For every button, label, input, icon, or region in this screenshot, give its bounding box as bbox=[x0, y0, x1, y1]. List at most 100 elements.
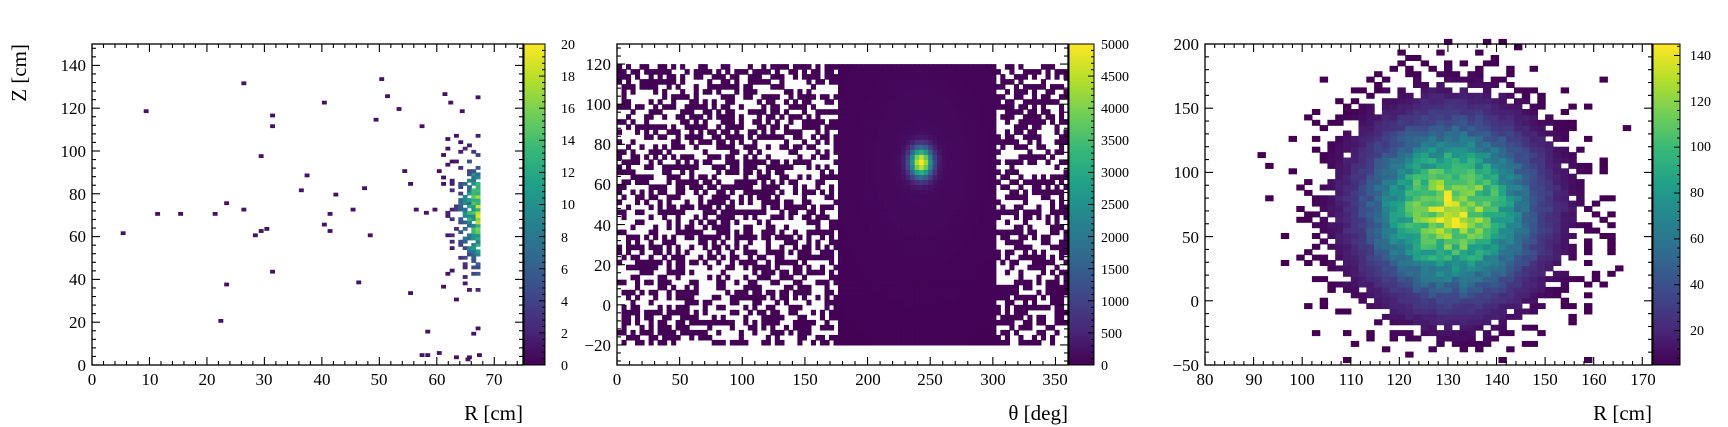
heatmap-cell bbox=[901, 99, 907, 105]
heatmap-cell bbox=[1050, 294, 1056, 301]
heatmap-cell bbox=[702, 149, 708, 155]
heatmap-cell bbox=[847, 269, 853, 276]
heatmap-cell bbox=[946, 324, 952, 331]
heatmap-cell bbox=[824, 149, 830, 155]
heatmap-cell bbox=[878, 154, 884, 160]
heatmap-cell bbox=[991, 194, 997, 201]
heatmap-cell bbox=[941, 184, 947, 190]
heatmap-cell bbox=[1040, 174, 1046, 180]
heatmap-cell bbox=[878, 299, 884, 306]
heatmap-cell bbox=[865, 269, 871, 276]
heatmap-cell bbox=[1027, 69, 1033, 75]
heatmap-cell bbox=[1000, 259, 1006, 266]
heatmap-cell bbox=[1420, 286, 1430, 293]
heatmap-cell bbox=[833, 139, 839, 145]
heatmap-cell bbox=[887, 84, 893, 90]
heatmap-cell bbox=[626, 84, 632, 90]
heatmap-cell bbox=[986, 219, 992, 226]
heatmap-cell bbox=[1004, 209, 1010, 216]
heatmap-cell bbox=[653, 89, 659, 95]
heatmap-cell bbox=[621, 329, 627, 336]
heatmap-cell bbox=[1027, 179, 1033, 185]
heatmap-cell bbox=[1063, 139, 1069, 145]
heatmap-cell bbox=[923, 229, 929, 236]
heatmap-cell bbox=[892, 64, 898, 70]
heatmap-cell bbox=[653, 259, 659, 266]
heatmap-cell bbox=[761, 309, 767, 316]
heatmap-cell bbox=[964, 254, 970, 261]
heatmap-cell bbox=[991, 99, 997, 105]
heatmap-cell bbox=[878, 234, 884, 241]
heatmap-cell bbox=[860, 304, 866, 311]
heatmap-cell bbox=[968, 324, 974, 331]
heatmap-cell bbox=[923, 124, 929, 130]
heatmap-cell bbox=[467, 220, 472, 225]
heatmap-cell bbox=[973, 169, 979, 175]
heatmap-cell bbox=[1389, 189, 1398, 196]
heatmap-cell bbox=[1040, 304, 1046, 311]
heatmap-cell bbox=[761, 264, 767, 271]
heatmap-cell bbox=[860, 229, 866, 236]
heatmap-cell bbox=[959, 224, 965, 231]
heatmap-cell bbox=[321, 222, 327, 227]
heatmap-cell bbox=[1358, 103, 1367, 110]
heatmap-cell bbox=[475, 326, 481, 331]
heatmap-cell bbox=[1405, 222, 1414, 229]
heatmap-cell bbox=[770, 329, 776, 336]
heatmap-cell bbox=[1327, 222, 1336, 229]
heatmap-cell bbox=[928, 74, 934, 80]
heatmap-cell bbox=[734, 69, 740, 75]
heatmap-cell bbox=[779, 164, 785, 170]
heatmap-cell bbox=[1040, 269, 1046, 276]
heatmap-cell bbox=[901, 124, 907, 130]
heatmap-cell bbox=[617, 259, 623, 266]
heatmap-cell bbox=[1013, 309, 1019, 316]
heatmap-cell bbox=[860, 259, 866, 266]
heatmap-cell bbox=[815, 334, 821, 341]
heatmap-cell bbox=[968, 254, 974, 261]
heatmap-cell bbox=[932, 134, 938, 140]
heatmap-cell bbox=[851, 169, 857, 175]
heatmap-cell bbox=[883, 269, 889, 276]
heatmap-cell bbox=[734, 339, 740, 346]
heatmap-cell bbox=[1050, 89, 1056, 95]
heatmap-cell bbox=[914, 204, 920, 211]
heatmap-cell bbox=[905, 194, 911, 201]
heatmap-cell bbox=[946, 89, 952, 95]
heatmap-cell bbox=[756, 159, 762, 165]
heatmap-cell bbox=[937, 319, 943, 326]
heatmap-cell bbox=[829, 259, 835, 266]
heatmap-cell bbox=[919, 239, 925, 246]
heatmap-cell bbox=[1374, 200, 1383, 207]
heatmap-cell bbox=[874, 294, 880, 301]
heatmap-cell bbox=[1022, 249, 1028, 256]
heatmap-cell bbox=[806, 229, 812, 236]
heatmap-cell bbox=[635, 284, 641, 291]
heatmap-cell bbox=[851, 194, 857, 201]
heatmap-cell bbox=[833, 314, 839, 321]
heatmap-cell bbox=[467, 159, 472, 164]
heatmap-cell bbox=[928, 184, 934, 190]
heatmap-cell bbox=[729, 319, 735, 326]
heatmap-cell bbox=[937, 249, 943, 256]
y-tick-label: 20 bbox=[69, 313, 86, 332]
heatmap-cell bbox=[1022, 189, 1028, 196]
heatmap-cell bbox=[756, 79, 762, 85]
heatmap-cell bbox=[964, 109, 970, 115]
heatmap-cell bbox=[1343, 270, 1352, 277]
heatmap-cell bbox=[770, 179, 776, 185]
heatmap-cell bbox=[1027, 114, 1033, 120]
heatmap-cell bbox=[806, 74, 812, 80]
heatmap-cell bbox=[869, 234, 875, 241]
heatmap-cell bbox=[702, 104, 708, 110]
heatmap-cell bbox=[1405, 109, 1414, 115]
heatmap-cell bbox=[833, 274, 839, 281]
heatmap-cell bbox=[1374, 189, 1383, 196]
heatmap-cell bbox=[747, 294, 753, 301]
heatmap-cell bbox=[842, 259, 848, 266]
heatmap-cell bbox=[887, 314, 893, 321]
heatmap-cell bbox=[698, 139, 704, 145]
heatmap-cell bbox=[991, 274, 997, 281]
heatmap-cell bbox=[725, 109, 731, 115]
heatmap-cell bbox=[462, 198, 468, 202]
